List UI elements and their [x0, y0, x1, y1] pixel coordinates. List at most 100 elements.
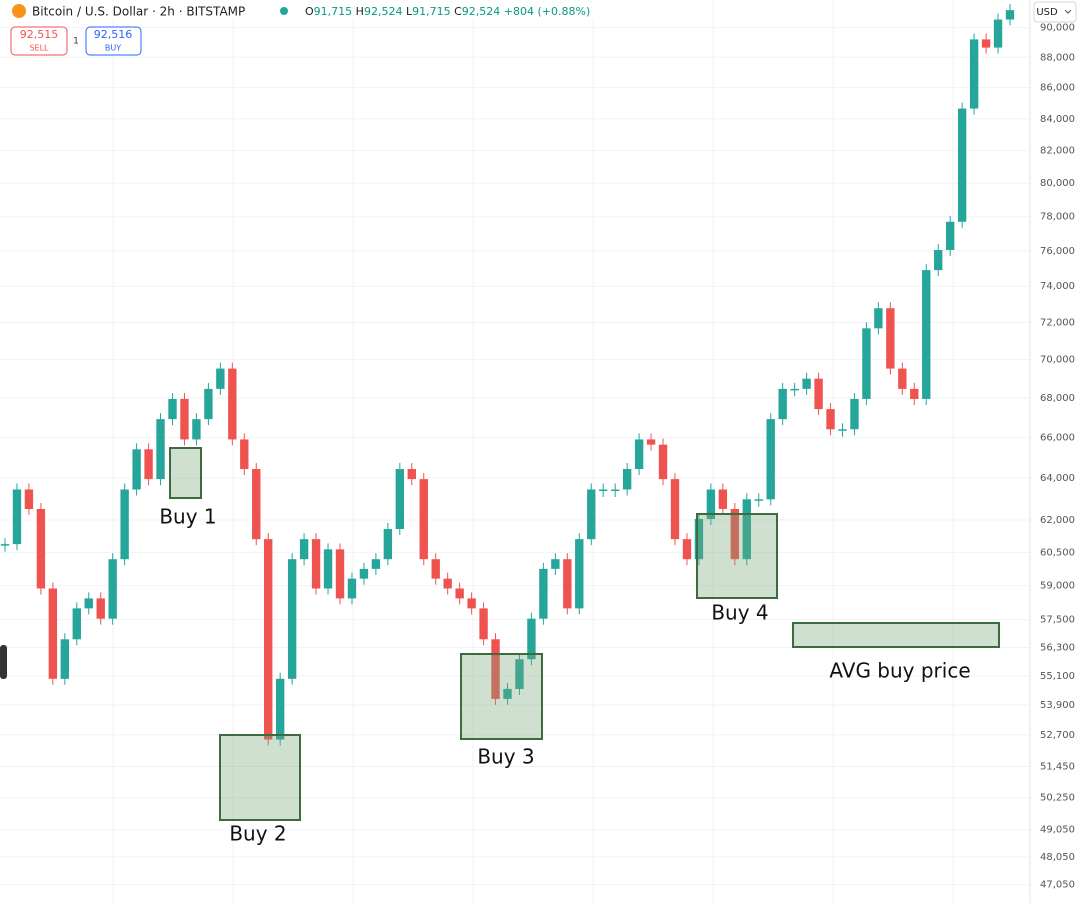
candle	[766, 419, 775, 500]
symbol: Bitcoin / U.S. Dollar · 2h · BITSTAMP	[32, 5, 245, 19]
chevron	[1064, 9, 1072, 14]
ohlc-value: 92,524	[462, 5, 501, 18]
status-dot	[280, 7, 288, 15]
y-tick-label: 88,000	[1040, 52, 1075, 63]
y-tick-label: 50,250	[1040, 793, 1075, 804]
ohlc-label: H	[356, 5, 364, 18]
candle	[144, 449, 153, 480]
candle	[383, 529, 393, 560]
candle	[826, 409, 835, 430]
candle	[108, 559, 117, 619]
ohlc-label: C	[454, 5, 462, 18]
candle	[754, 499, 763, 501]
candle	[240, 439, 249, 470]
candle	[563, 559, 572, 609]
candle	[838, 429, 847, 431]
candle	[156, 419, 165, 480]
candle	[886, 308, 895, 369]
buy-button[interactable]	[85, 26, 142, 56]
candle	[60, 639, 70, 679]
y-tick-label: 78,000	[1040, 212, 1075, 223]
candle	[12, 489, 22, 545]
y-tick-label: 56,300	[1040, 642, 1075, 653]
y-tick-label: 64,000	[1040, 473, 1075, 484]
sell-button[interactable]	[10, 26, 68, 56]
candle	[610, 489, 620, 491]
candle	[587, 489, 596, 540]
ohlc-label: O	[305, 5, 314, 18]
ohlc-value: 91,715	[412, 5, 451, 18]
candle	[455, 588, 464, 599]
candle	[323, 549, 333, 589]
candle	[132, 449, 141, 490]
candle	[551, 559, 560, 569]
btc-icon	[12, 4, 26, 18]
candle	[945, 221, 955, 250]
candle	[419, 479, 428, 560]
candle	[204, 388, 213, 420]
ohlc-value: 91,715	[314, 5, 353, 18]
candle	[575, 539, 584, 609]
candle	[252, 469, 261, 540]
candle	[658, 444, 668, 480]
price-axis: 90,000 88,000 86,000 84,000 82,000 80,000 78,0…	[1040, 23, 1075, 891]
candle	[347, 578, 357, 599]
y-tick-label: 66,000	[1040, 432, 1075, 443]
y-tick-label: 51,450	[1040, 761, 1075, 772]
candle	[850, 398, 859, 430]
candle	[527, 618, 536, 660]
y-tick-label: 70,000	[1040, 355, 1075, 366]
candle	[706, 489, 716, 519]
annotation: Buy 2	[229, 822, 286, 846]
y-tick-label: 90,000	[1040, 23, 1075, 34]
annotation: AVG buy price	[829, 659, 970, 683]
buy-label: BUY	[105, 44, 121, 53]
zone	[696, 513, 778, 599]
zone	[460, 653, 543, 740]
candle	[730, 508, 740, 560]
candle	[646, 439, 656, 445]
header-bg	[0, 0, 610, 22]
candle	[275, 678, 285, 740]
candle	[0, 544, 10, 546]
candle	[335, 549, 345, 599]
candle	[491, 639, 500, 699]
zone	[169, 447, 202, 499]
grid	[0, 27, 1030, 886]
candle	[431, 559, 440, 579]
candle	[981, 39, 991, 48]
y-tick-label: 53,900	[1040, 700, 1075, 711]
sell-label: SELL	[29, 44, 49, 53]
y-tick-label: 72,000	[1040, 317, 1075, 328]
candle	[48, 588, 58, 679]
y-tick-label: 57,500	[1040, 615, 1075, 626]
change: +804 (+0.88%)	[504, 5, 590, 18]
candle	[670, 479, 680, 540]
candle	[479, 608, 488, 640]
candle	[539, 568, 548, 619]
side-tab[interactable]	[0, 645, 7, 679]
ohlc: O91,715 H92,524 L91,715 C92,524 +804 (+0…	[305, 5, 590, 18]
zone	[792, 622, 1000, 648]
header: Bitcoin / U.S. Dollar · 2h · BITSTAMP O9…	[0, 0, 610, 56]
y-tick-label: 59,000	[1040, 581, 1075, 592]
candle	[395, 469, 405, 530]
candle	[778, 388, 787, 420]
candle	[969, 39, 979, 109]
price-marks	[0, 4, 1015, 746]
candle	[287, 559, 297, 679]
currency-button[interactable]	[1033, 1, 1077, 23]
zone	[219, 734, 301, 821]
candle	[599, 489, 608, 491]
candle	[634, 439, 644, 470]
buy-zones	[169, 447, 1000, 821]
candle	[862, 328, 871, 399]
candle	[503, 688, 512, 699]
candle	[168, 398, 177, 420]
candle	[814, 378, 823, 410]
candle	[36, 508, 46, 589]
y-tick-label: 55,100	[1040, 671, 1075, 682]
y-tick-label: 49,050	[1040, 825, 1075, 836]
candle	[802, 378, 811, 389]
